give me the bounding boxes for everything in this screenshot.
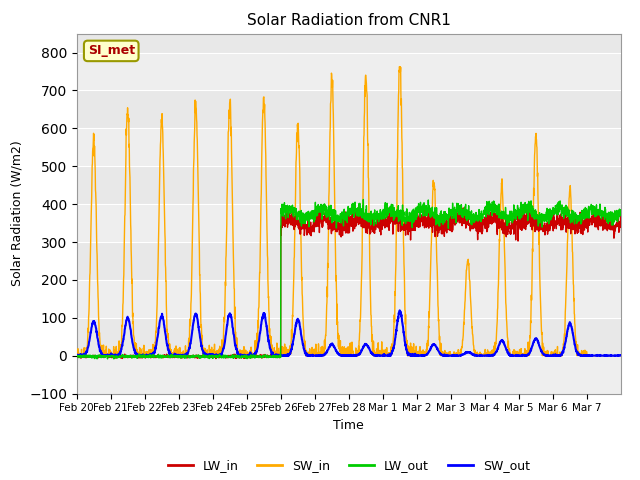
Line: SW_out: SW_out: [77, 311, 621, 356]
SW_out: [381, 353, 389, 359]
SW_out: [244, 352, 252, 358]
SW_out: [127, 332, 135, 337]
LW_in: [513, 218, 520, 224]
SW_out: [617, 352, 625, 358]
SW_out: [396, 308, 404, 313]
Bar: [77, 128, 621, 166]
SW_in: [245, 353, 253, 359]
LW_out: [73, 354, 81, 360]
SW_out: [543, 353, 551, 359]
SW_in: [73, 353, 81, 359]
LW_out: [360, 197, 367, 203]
LW_out: [245, 353, 253, 359]
Line: LW_out: LW_out: [77, 200, 621, 359]
LW_in: [381, 216, 389, 222]
LW_out: [544, 212, 552, 217]
X-axis label: Time: Time: [333, 419, 364, 432]
SW_in: [513, 353, 521, 359]
Text: SI_met: SI_met: [88, 44, 135, 58]
Bar: [77, 52, 621, 90]
LW_out: [382, 203, 390, 208]
SW_in: [617, 353, 625, 359]
SW_in: [610, 353, 618, 359]
LW_out: [127, 353, 135, 359]
LW_in: [617, 216, 625, 222]
LW_in: [212, 356, 220, 361]
LW_in: [544, 231, 552, 237]
Line: LW_in: LW_in: [77, 205, 621, 359]
SW_in: [381, 353, 389, 359]
SW_in: [396, 64, 403, 70]
LW_out: [110, 356, 118, 362]
LW_in: [520, 202, 527, 208]
LW_out: [617, 211, 625, 217]
Title: Solar Radiation from CNR1: Solar Radiation from CNR1: [247, 13, 451, 28]
Line: SW_in: SW_in: [77, 67, 621, 356]
SW_in: [73, 351, 81, 357]
Bar: [77, 204, 621, 242]
LW_in: [245, 353, 253, 359]
LW_in: [610, 223, 618, 228]
LW_out: [610, 210, 618, 216]
LW_in: [127, 353, 135, 359]
SW_in: [544, 350, 552, 356]
Legend: LW_in, SW_in, LW_out, SW_out: LW_in, SW_in, LW_out, SW_out: [163, 455, 535, 477]
SW_out: [513, 353, 520, 359]
LW_in: [73, 354, 81, 360]
SW_in: [127, 254, 135, 260]
SW_out: [609, 353, 617, 359]
LW_out: [513, 213, 521, 218]
Y-axis label: Solar Radiation (W/m2): Solar Radiation (W/m2): [10, 141, 24, 287]
SW_out: [73, 353, 81, 359]
Bar: [77, 356, 621, 394]
Bar: [77, 280, 621, 318]
